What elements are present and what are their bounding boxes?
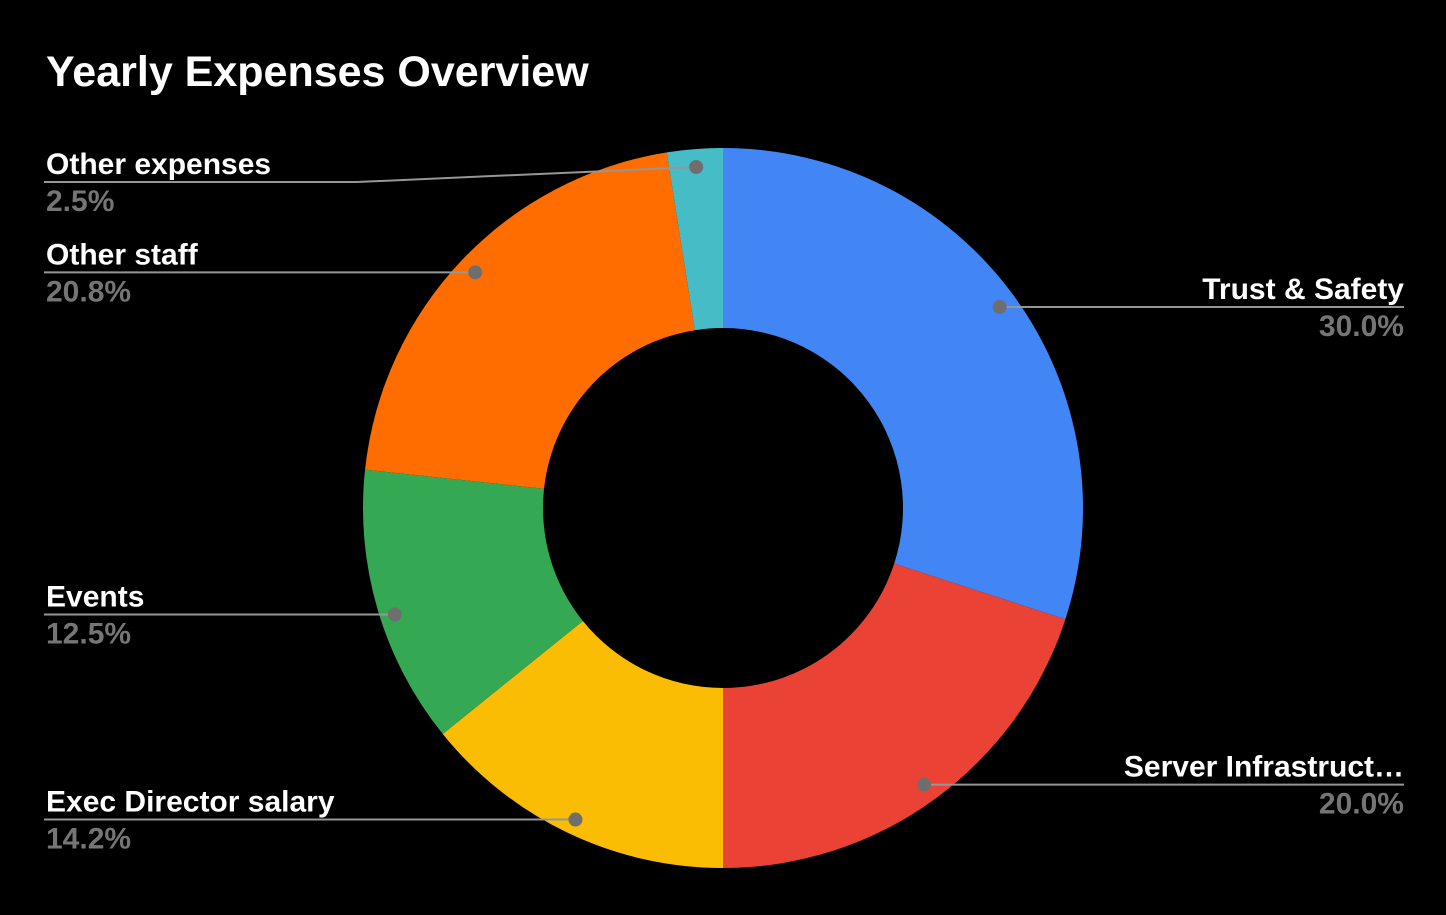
- leader-dot-trust-safety: [992, 299, 1007, 314]
- leader-dot-other-expenses: [689, 160, 704, 175]
- slice-percent-other-expenses: 2.5%: [46, 185, 114, 218]
- donut-slices: [363, 148, 1083, 868]
- slice-label-events: Events: [46, 580, 144, 613]
- slice-label-exec-director-salary: Exec Director salary: [46, 786, 335, 819]
- slice-label-other-staff: Other staff: [46, 238, 199, 271]
- slice-labels: Trust & Safety 30.0% Server Infrastruct… 20…: [46, 148, 1404, 856]
- slice-label-other-expenses: Other expenses: [46, 148, 271, 181]
- leader-dot-other-staff: [468, 265, 483, 280]
- pie-slice-server-infrastruct[interactable]: [723, 563, 1066, 868]
- slice-label-server-infrastruct: Server Infrastruct…: [1124, 751, 1404, 784]
- slice-percent-trust-safety: 30.0%: [1319, 310, 1404, 343]
- pie-slice-exec-director-salary[interactable]: [442, 620, 723, 868]
- slice-percent-exec-director-salary: 14.2%: [46, 823, 131, 856]
- leader-lines: [44, 160, 1404, 827]
- slice-percent-other-staff: 20.8%: [46, 275, 131, 308]
- leader-dot-server-infrastruct: [917, 777, 932, 792]
- leader-line-other-expenses: [44, 166, 697, 183]
- slice-percent-server-infrastruct: 20.0%: [1319, 788, 1404, 821]
- slice-label-trust-safety: Trust & Safety: [1202, 273, 1404, 306]
- pie-slice-events[interactable]: [363, 469, 583, 734]
- pie-slice-trust-safety[interactable]: [723, 148, 1083, 620]
- slice-percent-events: 12.5%: [46, 617, 131, 650]
- chart-title: Yearly Expenses Overview: [46, 48, 589, 96]
- pie-slice-other-staff[interactable]: [365, 152, 695, 489]
- leader-dot-events: [387, 607, 402, 622]
- leader-dot-exec-director-salary: [568, 812, 583, 827]
- pie-slice-other-expenses[interactable]: [666, 148, 723, 331]
